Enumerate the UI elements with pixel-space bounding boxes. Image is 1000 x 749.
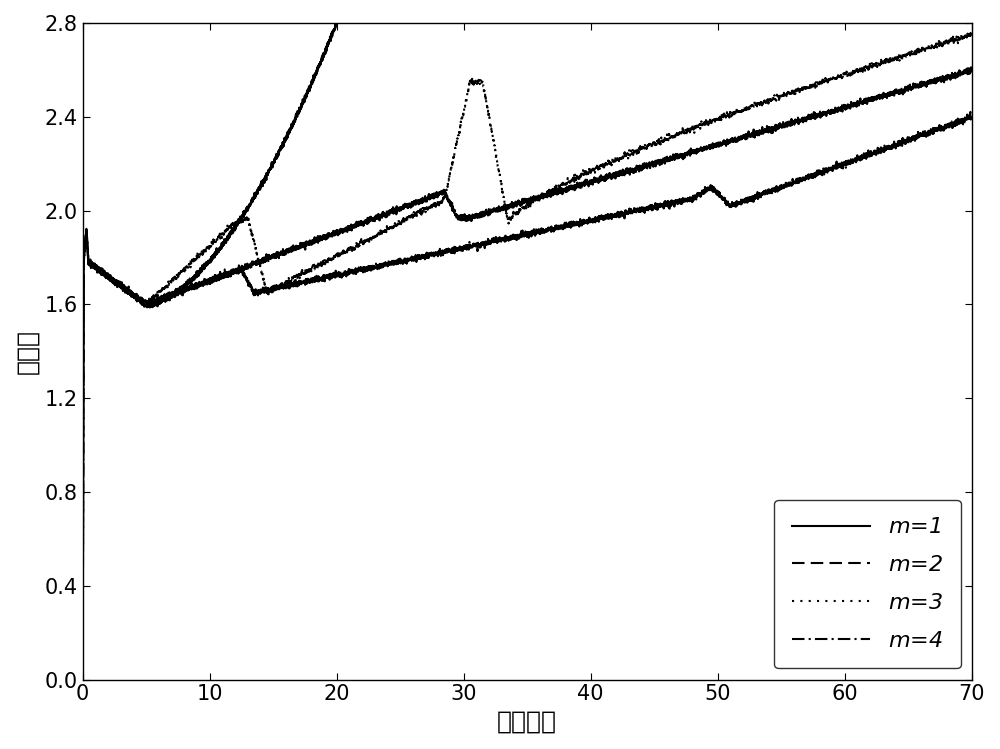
$m$=3	[77, 673, 89, 682]
$m$=1	[123, 288, 135, 297]
$m$=3	[412, 208, 424, 217]
$m$=2	[965, 63, 977, 72]
$m$=4	[123, 288, 135, 297]
$m$=2	[412, 198, 424, 207]
$m$=4	[77, 678, 89, 687]
$m$=4	[964, 107, 976, 116]
$m$=2	[77, 677, 89, 686]
$m$=3	[310, 264, 322, 273]
$m$=3	[965, 28, 977, 37]
$m$=3	[507, 212, 519, 221]
Line: $m$=1: $m$=1	[83, 24, 337, 677]
Line: $m$=4: $m$=4	[83, 112, 972, 682]
$m$=2	[430, 190, 442, 199]
Legend: $m$=1, $m$=2, $m$=3, $m$=4: $m$=1, $m$=2, $m$=3, $m$=4	[774, 500, 961, 668]
$m$=2	[507, 198, 519, 207]
$m$=2	[310, 237, 322, 246]
$m$=2	[678, 150, 690, 159]
$m$=3	[123, 286, 135, 295]
$m$=2	[966, 64, 978, 73]
Line: $m$=3: $m$=3	[83, 32, 972, 678]
$m$=4	[412, 255, 424, 264]
$m$=3	[966, 31, 978, 40]
X-axis label: 压缩位移: 压缩位移	[497, 710, 557, 734]
$m$=4	[430, 249, 442, 258]
$m$=1	[77, 673, 89, 682]
Line: $m$=2: $m$=2	[83, 67, 972, 682]
$m$=1	[310, 70, 322, 79]
$m$=4	[678, 195, 690, 204]
$m$=4	[310, 275, 322, 284]
Y-axis label: 压缩力: 压缩力	[15, 329, 39, 374]
$m$=3	[430, 201, 442, 210]
$m$=4	[966, 112, 978, 121]
$m$=2	[123, 288, 135, 297]
$m$=3	[678, 126, 690, 135]
$m$=4	[507, 233, 519, 242]
